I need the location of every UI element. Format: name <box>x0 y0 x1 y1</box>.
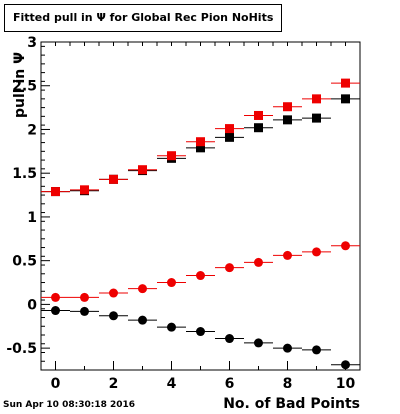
y-tick-label: 0 <box>27 297 37 313</box>
data-point-circle <box>51 306 60 316</box>
y-tick-label: 1 <box>27 210 37 226</box>
y-axis-label: pull in Ψ <box>12 52 28 118</box>
data-point-circle <box>312 345 321 355</box>
data-point-circle <box>283 250 292 260</box>
data-point-circle <box>167 278 176 288</box>
data-point-circle <box>109 288 118 298</box>
x-tick-label: 0 <box>51 376 61 392</box>
data-point-circle <box>109 311 118 321</box>
data-point-circle <box>283 343 292 353</box>
plot-frame <box>40 41 361 371</box>
data-point-circle <box>196 271 205 281</box>
data-point-square <box>196 143 205 153</box>
data-point-circle <box>196 327 205 337</box>
data-point-circle <box>254 338 263 348</box>
chart-title: Fitted pull in Ψ for Global Rec Pion NoH… <box>4 4 283 32</box>
data-point-square <box>225 132 234 142</box>
data-point-square <box>283 115 292 125</box>
data-point-circle <box>80 306 89 316</box>
data-point-circle <box>341 241 350 251</box>
data-point-circle <box>225 334 234 344</box>
data-point-square <box>51 187 60 197</box>
data-point-square <box>312 94 321 104</box>
data-point-circle <box>341 360 350 370</box>
data-point-square <box>341 94 350 104</box>
y-tick-label: 3 <box>27 35 37 51</box>
data-point-square <box>312 113 321 123</box>
data-marks <box>41 78 360 370</box>
data-point-circle <box>254 257 263 267</box>
data-point-square <box>138 165 147 175</box>
data-point-circle <box>138 315 147 325</box>
y-tick-label: 1.5 <box>12 166 37 182</box>
y-axis-ticks: -0.5 0 0.5 1 1.5 2 2.5 3 <box>6 35 50 371</box>
x-axis-ticks: 0 2 4 6 8 10 <box>40 42 361 392</box>
x-axis-label: No. of Bad Points <box>223 396 360 412</box>
y-tick-label: 0.5 <box>12 254 37 270</box>
series-2 <box>41 241 360 302</box>
x-tick-label: 4 <box>167 376 177 392</box>
data-point-circle <box>80 292 89 302</box>
data-point-square <box>167 151 176 161</box>
x-tick-label: 8 <box>283 376 293 392</box>
data-point-square <box>254 110 263 120</box>
data-point-circle <box>138 284 147 294</box>
x-tick-label: 10 <box>336 376 356 392</box>
data-point-square <box>283 102 292 112</box>
data-point-square <box>196 137 205 147</box>
data-point-circle <box>225 263 234 273</box>
series-1 <box>41 78 360 197</box>
y-tick-label: -0.5 <box>6 341 37 357</box>
data-point-square <box>80 185 89 195</box>
timestamp: Sun Apr 10 08:30:18 2016 <box>3 400 136 410</box>
data-point-square <box>254 123 263 133</box>
x-tick-label: 2 <box>109 376 119 392</box>
series-3 <box>41 306 360 370</box>
data-point-square <box>109 174 118 184</box>
data-point-circle <box>312 247 321 257</box>
x-tick-label: 6 <box>225 376 235 392</box>
data-point-circle <box>167 322 176 332</box>
y-tick-label: 2.5 <box>12 79 37 95</box>
data-point-circle <box>51 292 60 302</box>
y-tick-label: 2 <box>27 122 37 138</box>
data-point-square <box>341 78 350 88</box>
data-point-square <box>225 124 234 134</box>
